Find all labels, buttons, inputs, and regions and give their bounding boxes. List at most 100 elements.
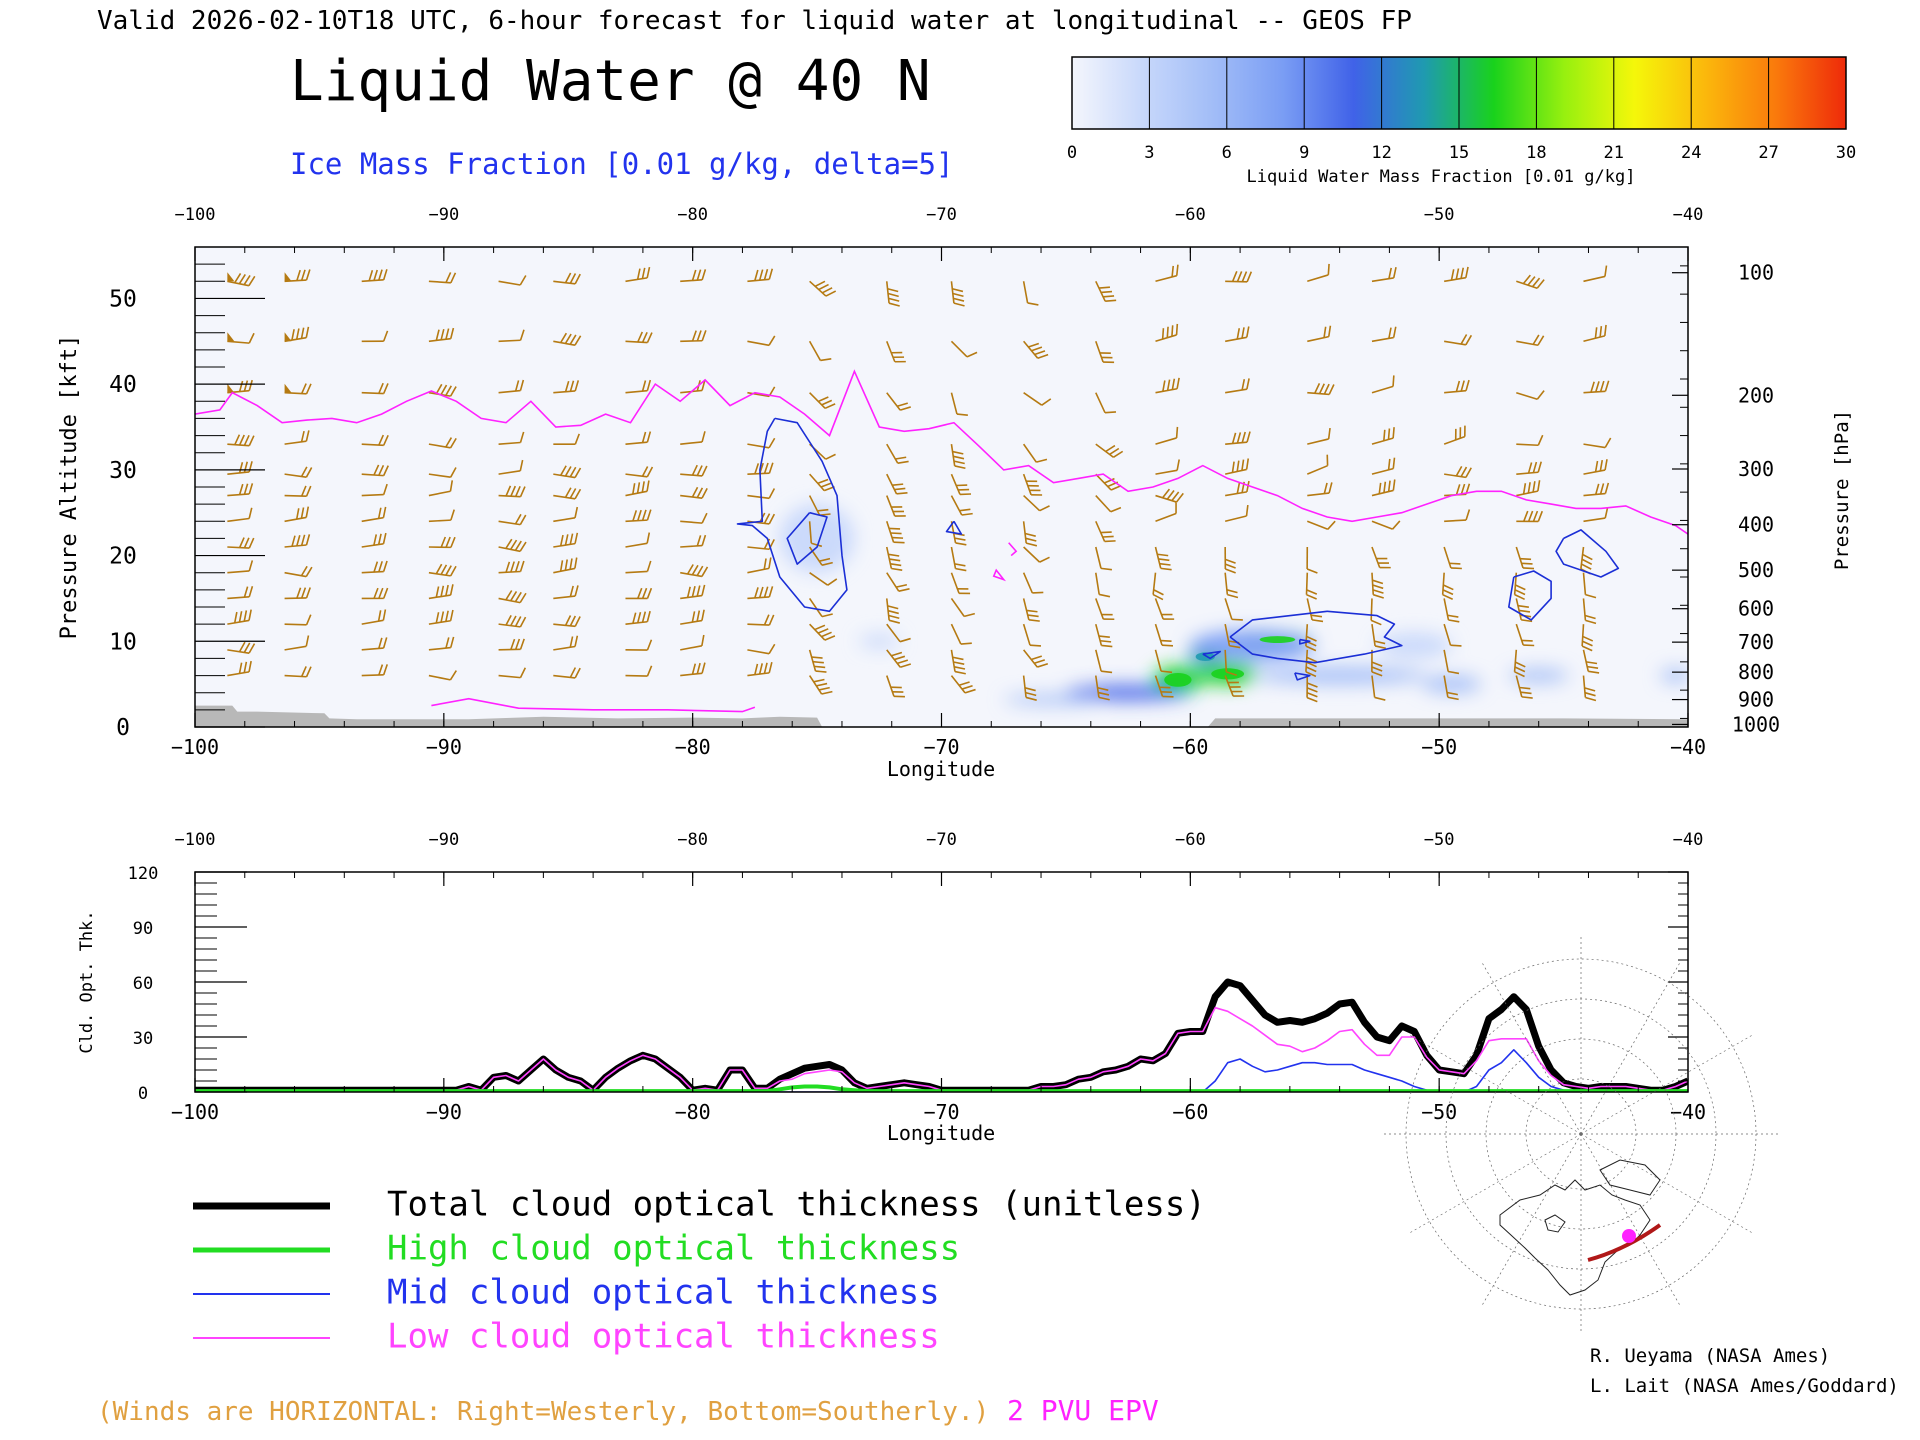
x-top-tick-label: −80 — [677, 830, 708, 850]
wind-barb — [553, 487, 582, 500]
wind-barb — [1224, 546, 1236, 574]
wind-barb — [1224, 504, 1249, 523]
map-greenland — [1599, 1159, 1661, 1196]
bottom-xlabel: Longitude — [887, 1121, 995, 1145]
wind-barb — [1306, 520, 1336, 531]
pressure-tick-label: 200 — [1738, 383, 1774, 407]
pressure-tick-label: 500 — [1738, 558, 1774, 582]
wind-barb — [950, 495, 973, 516]
wind-barb — [1306, 598, 1324, 623]
wind-barb — [553, 615, 581, 628]
wind-barb — [747, 268, 774, 283]
wind-barb — [284, 466, 313, 478]
wind-barb — [428, 509, 455, 523]
wind-barb — [1155, 426, 1179, 445]
wind-barb — [1516, 390, 1545, 401]
wind-barb — [1371, 427, 1395, 445]
wind-barb — [1095, 495, 1122, 513]
wind-barb — [498, 485, 526, 498]
wind-barb — [428, 636, 455, 651]
x-top-tick-label: −70 — [926, 830, 957, 850]
wind-barb — [808, 521, 823, 548]
wind-barb — [625, 532, 651, 548]
wind-barb — [284, 383, 312, 395]
wind-barb — [1515, 675, 1533, 699]
wind-barb — [227, 379, 253, 394]
wind-barb — [1022, 598, 1040, 622]
wind-barb — [498, 431, 525, 445]
top-xlabel: Longitude — [887, 757, 995, 781]
map-meridian — [1580, 1033, 1755, 1135]
wind-barb — [227, 332, 255, 344]
wind-barb — [361, 609, 387, 625]
wind-barb — [886, 392, 911, 411]
wind-barb — [498, 538, 527, 553]
wind-barb — [1155, 502, 1177, 523]
wind-barb — [680, 330, 707, 343]
wind-barb — [284, 666, 312, 678]
wind-barb — [498, 614, 527, 628]
wind-barb — [1155, 488, 1184, 503]
map-lake — [1544, 1214, 1566, 1233]
wind-barb — [1444, 334, 1473, 346]
y-tick-label: 90 — [133, 919, 153, 939]
wind-barb — [886, 443, 909, 464]
liquid-water-cores — [1164, 636, 1296, 687]
wind-barb — [361, 464, 389, 477]
wind-barb — [227, 461, 253, 475]
wind-barb — [808, 546, 833, 566]
wind-barb — [284, 430, 310, 445]
winds-note: (Winds are HORIZONTAL: Right=Westerly, B… — [97, 1397, 989, 1427]
x-top-tick-label: −90 — [428, 830, 459, 850]
wind-barb — [361, 483, 388, 497]
y-tick-label: 0 — [116, 715, 130, 741]
wind-barb — [284, 326, 310, 343]
wind-barb — [747, 661, 773, 677]
pressure-tick-label: 900 — [1738, 688, 1774, 712]
wind-barb — [886, 675, 905, 698]
wind-barb — [747, 586, 774, 600]
wind-barb — [1515, 623, 1535, 647]
colorbar-tick-label: 27 — [1758, 143, 1778, 163]
x-tick-label: −80 — [675, 735, 711, 759]
wind-barb — [625, 480, 650, 497]
wind-barb — [1582, 572, 1597, 599]
wind-barb — [1443, 546, 1462, 570]
liquid-water-core — [1164, 673, 1192, 687]
wind-barb — [553, 433, 580, 445]
legend: Total cloud optical thickness (unitless)… — [193, 1185, 1206, 1357]
wind-barb — [1154, 546, 1172, 571]
wind-barb — [1516, 510, 1544, 523]
wind-barb — [1441, 572, 1454, 600]
wind-barb — [1583, 324, 1607, 343]
liquid-water-blob — [1660, 668, 1688, 683]
optical-thickness-lines — [195, 978, 1688, 1092]
wind-barb — [1225, 378, 1250, 394]
wind-barb — [625, 587, 653, 600]
wind-barb — [361, 587, 389, 600]
wind-barb — [950, 649, 966, 675]
wind-barb — [1307, 482, 1333, 497]
wind-barb — [1583, 459, 1608, 475]
wind-barb — [1155, 264, 1179, 283]
wind-barb — [747, 437, 776, 449]
terrain-group — [195, 705, 1688, 727]
pressure-tick-label: 800 — [1738, 660, 1774, 684]
wind-barb — [950, 572, 971, 595]
wind-barb — [1022, 473, 1043, 496]
wind-barb — [1155, 323, 1179, 343]
wind-barb — [1022, 623, 1042, 647]
colorbar: 0 3 6 9 12 15 18 21 24 27 30 — [1067, 56, 1856, 163]
wind-barb — [950, 392, 968, 417]
colorbar-tick-label: 6 — [1222, 143, 1232, 163]
colorbar-tick-label: 21 — [1604, 143, 1624, 163]
legend-low-label: Low cloud optical thickness — [387, 1317, 940, 1357]
wind-barb — [1443, 623, 1462, 647]
wind-barb — [1513, 649, 1526, 678]
wind-barb — [284, 635, 310, 651]
wind-barb — [227, 560, 254, 574]
wind-barb — [950, 281, 965, 307]
x-tick-label: −50 — [1421, 1100, 1457, 1124]
wind-barb — [680, 564, 709, 578]
